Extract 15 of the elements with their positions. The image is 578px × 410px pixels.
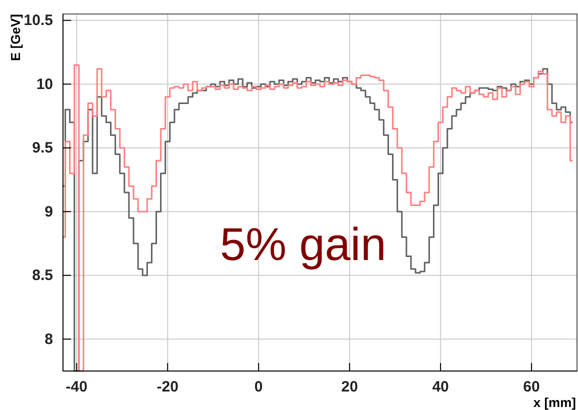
y-tick-label: 10.5 [24, 12, 53, 30]
x-tick-label: -40 [66, 378, 88, 396]
y-axis-title: E [GeV] [8, 14, 23, 61]
x-axis-title: x [mm] [533, 395, 576, 410]
y-tick-label: 10 [36, 76, 53, 93]
x-tick-label: 20 [341, 378, 358, 396]
annotation: 5% gain [220, 218, 386, 270]
y-tick-label: 8 [44, 330, 53, 348]
y-tick-label: 8.5 [32, 267, 53, 284]
x-tick-label: 0 [254, 378, 263, 396]
x-tick-label: 60 [523, 378, 540, 396]
x-tick-label: 40 [432, 378, 449, 396]
y-tick-label: 9.5 [32, 140, 53, 157]
x-tick-label: -20 [156, 378, 178, 396]
y-tick-label: 9 [44, 203, 53, 220]
